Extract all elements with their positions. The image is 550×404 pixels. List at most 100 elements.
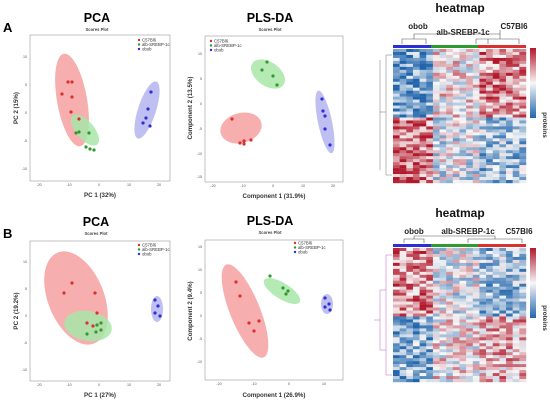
heatmap-cell bbox=[452, 123, 460, 127]
heatmap-cell bbox=[466, 343, 473, 347]
heatmap-cell bbox=[519, 358, 527, 362]
y-axis-label: Component 2 (13.5%) bbox=[187, 77, 194, 140]
heatmap-cell bbox=[412, 370, 420, 374]
heatmap-cell bbox=[466, 96, 473, 100]
heatmap-cell bbox=[506, 379, 513, 383]
heatmap-cell bbox=[419, 126, 427, 130]
heatmap-cell bbox=[446, 111, 454, 115]
heatmap-cell bbox=[432, 286, 440, 290]
legend-marker-c57bl6 bbox=[137, 38, 141, 42]
heatmap-cell bbox=[512, 271, 520, 275]
heatmap-cell bbox=[439, 349, 447, 353]
heatmap-cell bbox=[412, 93, 420, 97]
heatmap-cell bbox=[446, 289, 454, 293]
heatmap-cell bbox=[499, 271, 507, 275]
heatmap-cell bbox=[506, 248, 513, 252]
heatmap-cell bbox=[466, 364, 473, 368]
heatmap-cell bbox=[499, 325, 507, 329]
heatmap-cell bbox=[486, 259, 493, 264]
heatmap-cell bbox=[506, 319, 513, 323]
heatmap-cell bbox=[519, 126, 527, 130]
heatmap-cell bbox=[399, 346, 407, 350]
heatmap-cell bbox=[492, 63, 500, 68]
heatmap-cell bbox=[486, 132, 493, 136]
heatmap-cell bbox=[426, 331, 434, 335]
heatmap-cell bbox=[519, 268, 527, 273]
heatmap-cell bbox=[446, 292, 454, 296]
heatmap-cell bbox=[439, 108, 447, 112]
heatmap-cell bbox=[466, 144, 473, 148]
heatmap-cell bbox=[459, 135, 467, 139]
heatmap-cell bbox=[406, 340, 414, 344]
heatmap-cell bbox=[492, 322, 500, 326]
heatmap-cell bbox=[426, 313, 434, 317]
heatmap-cell bbox=[506, 180, 513, 184]
heatmap-cell bbox=[399, 168, 407, 172]
point-alb-srebp bbox=[260, 68, 264, 72]
heatmap-cell bbox=[419, 271, 427, 275]
heatmap-cell bbox=[432, 75, 440, 79]
heatmap-cell bbox=[452, 117, 460, 121]
heatmap-cell bbox=[426, 280, 434, 284]
heatmap-cell bbox=[492, 373, 500, 377]
heatmap-cell bbox=[446, 352, 454, 356]
heatmap-cell bbox=[466, 120, 473, 124]
heatmap-cell bbox=[466, 340, 473, 344]
heatmap-cell bbox=[406, 259, 414, 264]
heatmap-cell bbox=[452, 316, 460, 320]
heatmap-cell bbox=[446, 262, 454, 267]
heatmap-cell bbox=[486, 367, 493, 371]
heatmap-cell bbox=[393, 90, 400, 94]
heatmap-cell bbox=[512, 379, 520, 383]
heatmap-cell bbox=[519, 102, 527, 106]
heatmap-cell bbox=[406, 337, 414, 341]
heatmap-cell bbox=[512, 126, 520, 130]
heatmap-cell bbox=[506, 54, 513, 59]
heatmap-cell bbox=[419, 289, 427, 293]
heatmap-cell bbox=[446, 132, 454, 136]
heatmap-cell bbox=[506, 298, 513, 302]
heatmap-cell bbox=[472, 295, 480, 299]
heatmap-cell bbox=[472, 334, 480, 338]
point-obob bbox=[149, 90, 153, 94]
heatmap-cell bbox=[479, 54, 487, 59]
heatmap-cell bbox=[486, 286, 493, 290]
x-axis-label: Component 1 (26.9%) bbox=[243, 392, 306, 399]
heatmap-cell bbox=[412, 105, 420, 109]
heatmap-cell bbox=[466, 135, 473, 139]
heatmap-cell bbox=[499, 105, 507, 109]
heatmap-cell bbox=[459, 379, 467, 383]
heatmap-cell bbox=[466, 361, 473, 365]
heatmap-cell bbox=[446, 370, 454, 374]
heatmap-cell bbox=[479, 156, 487, 160]
plot-title: PCA bbox=[83, 215, 109, 229]
heatmap-group-label: alb-SREBP-1c bbox=[441, 227, 495, 236]
heatmap-cell bbox=[446, 307, 454, 311]
y-tick: 10 bbox=[198, 52, 202, 56]
heatmap-cell bbox=[472, 313, 480, 317]
heatmap-cell bbox=[432, 63, 440, 68]
heatmap-cell bbox=[412, 57, 420, 62]
heatmap-cell bbox=[412, 376, 420, 380]
heatmap-cell bbox=[452, 129, 460, 133]
heatmap-cell bbox=[512, 129, 520, 133]
heatmap-cell bbox=[412, 331, 420, 335]
heatmap-cell bbox=[452, 343, 460, 347]
heatmap-cell bbox=[432, 99, 440, 103]
heatmap-cell bbox=[472, 307, 480, 311]
heatmap-cell bbox=[399, 69, 407, 74]
heatmap-cell bbox=[506, 358, 513, 362]
heatmap-cell bbox=[472, 352, 480, 356]
heatmap-cell bbox=[426, 66, 434, 71]
heatmap-cell bbox=[519, 135, 527, 139]
heatmap-cell bbox=[499, 165, 507, 169]
heatmap-cell bbox=[432, 379, 440, 383]
heatmap-cell bbox=[479, 96, 487, 100]
heatmap-cell bbox=[459, 63, 467, 68]
heatmap-cell bbox=[439, 78, 447, 82]
heatmap-cell bbox=[472, 325, 480, 329]
heatmap-cell bbox=[486, 117, 493, 121]
y-tick: 10 bbox=[23, 55, 27, 59]
point-c57bl6 bbox=[93, 291, 97, 295]
heatmap-cell bbox=[393, 57, 400, 62]
